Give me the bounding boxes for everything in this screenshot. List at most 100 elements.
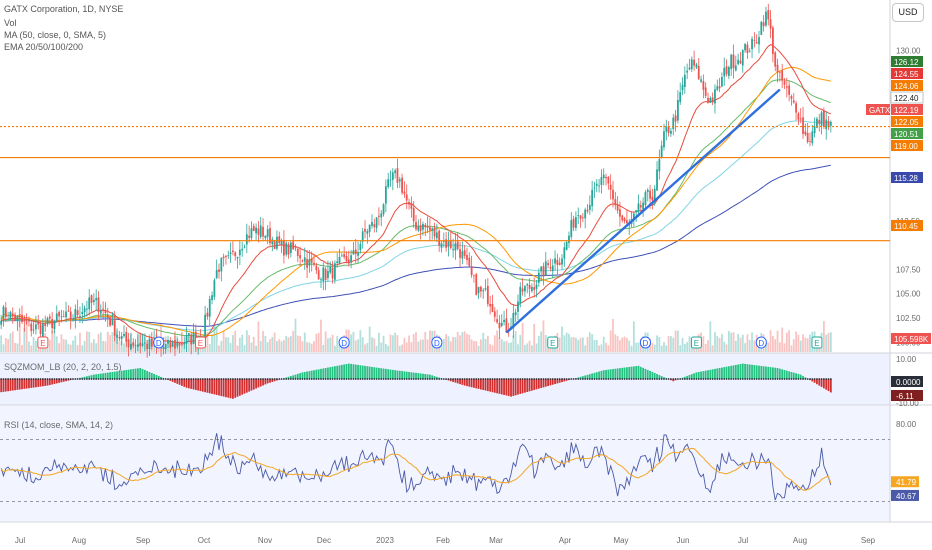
- volume-bar: [16, 343, 19, 352]
- sqz-bg: [0, 353, 890, 405]
- candle-body: [602, 174, 605, 179]
- sqz-bar: [273, 379, 276, 382]
- candle-body: [72, 318, 74, 320]
- price-label[interactable]: 110.45: [891, 220, 923, 231]
- sqz-dot: [30, 378, 33, 380]
- sqz-bar: [315, 369, 318, 379]
- dividend-marker[interactable]: D: [153, 336, 165, 349]
- candle-body: [345, 255, 348, 262]
- candle-body: [760, 21, 763, 35]
- volume-bar: [827, 332, 830, 352]
- sqz-dot: [795, 378, 797, 380]
- candle-body: [183, 342, 186, 345]
- price-label[interactable]: 119.00: [891, 140, 923, 151]
- candle-body: [39, 324, 42, 335]
- volume-bar: [123, 343, 125, 352]
- candle-body: [514, 312, 517, 315]
- sqz-bar: [174, 379, 176, 383]
- candle-body: [245, 234, 248, 245]
- sqz-dot: [734, 378, 737, 380]
- candle-body: [524, 286, 526, 292]
- dividend-marker[interactable]: D: [338, 336, 350, 349]
- earnings-marker[interactable]: E: [37, 336, 49, 349]
- candle-body: [150, 338, 153, 347]
- volume-bar: [484, 338, 487, 352]
- volume-bar: [382, 335, 385, 352]
- candle-body: [324, 268, 327, 280]
- sqz-dot: [178, 378, 181, 380]
- sqz-bar: [772, 367, 774, 379]
- sqz-value-bg: [891, 376, 923, 387]
- sqz-bar: [0, 379, 3, 393]
- candle-body: [491, 303, 494, 312]
- candle-body: [102, 308, 105, 310]
- rsi-legend[interactable]: RSI (14, close, SMA, 14, 2): [4, 420, 114, 430]
- price-axis[interactable]: 130.00127.50112.50107.50105.00102.50100.…: [866, 47, 931, 501]
- sqz-bar: [336, 365, 339, 379]
- candle-body: [167, 339, 169, 344]
- volume-bar: [51, 330, 54, 352]
- volume-bar: [398, 345, 401, 352]
- volume-bar: [440, 343, 443, 352]
- price-label[interactable]: 122.40: [890, 91, 924, 104]
- candle-body: [549, 267, 552, 269]
- candle-body: [37, 322, 40, 325]
- dividend-marker[interactable]: D: [639, 336, 651, 349]
- volume-bar: [737, 333, 740, 352]
- volume-bar: [500, 339, 503, 352]
- time-axis[interactable]: Jul Aug Sep Oct Nov Dec 2023 Feb Mar Apr May Jun Jul…: [15, 536, 876, 545]
- volume-bar: [533, 323, 536, 352]
- price-label[interactable]: 124.06: [891, 80, 923, 91]
- price-label[interactable]: 115.28: [891, 172, 923, 183]
- price-label[interactable]: 122.05: [891, 116, 923, 127]
- ema-legend[interactable]: EMA 20/50/100/200: [4, 42, 84, 52]
- sqz-dot: [44, 378, 47, 380]
- sqz-dot: [232, 378, 234, 380]
- sqz-bar: [435, 376, 438, 379]
- price-label[interactable]: 124.55: [891, 68, 923, 79]
- candles[interactable]: [0, 3, 832, 358]
- candle-body: [535, 284, 538, 289]
- earnings-marker[interactable]: E: [811, 336, 823, 349]
- volume-bar: [577, 339, 580, 352]
- sqz-bar: [266, 379, 269, 384]
- volume-legend[interactable]: Vol: [4, 18, 17, 28]
- ma-legend[interactable]: MA (50, close, 0, SMA, 5): [4, 30, 107, 40]
- price-label[interactable]: 126.12: [891, 56, 923, 67]
- volume-bar: [424, 331, 427, 352]
- sqz-bar: [28, 379, 30, 389]
- sqz-bar: [686, 375, 689, 379]
- price-tick-label: 102.50: [896, 314, 921, 323]
- sqz-dot: [753, 378, 756, 380]
- price-label[interactable]: 120.51: [891, 128, 923, 139]
- dividend-marker[interactable]: D: [431, 336, 443, 349]
- sqz-dot: [262, 378, 264, 380]
- earnings-marker[interactable]: E: [547, 336, 559, 349]
- volume-bar: [704, 343, 707, 352]
- symbol-title[interactable]: GATX Corporation, 1D, NYSE: [4, 4, 124, 14]
- sqz-dot: [387, 378, 390, 380]
- sqz-dot: [700, 378, 702, 380]
- sqz-bar: [588, 374, 591, 379]
- symbol-badge[interactable]: GATX: [866, 104, 891, 115]
- dividend-marker[interactable]: D: [755, 336, 767, 349]
- sqz-dot: [683, 378, 686, 380]
- volume-bar: [271, 336, 274, 352]
- sqz-bar: [357, 364, 359, 379]
- candle-body: [605, 176, 607, 179]
- earnings-marker[interactable]: E: [194, 336, 206, 349]
- volume-bar: [570, 337, 573, 352]
- sqzmom-legend[interactable]: SQZMOM_LB (20, 2, 20, 1.5): [4, 362, 122, 372]
- currency-button[interactable]: USD: [892, 3, 924, 22]
- candle-body: [373, 224, 376, 227]
- sqz-bar: [609, 369, 612, 379]
- volume-bar: [507, 342, 510, 352]
- sqz-bar: [403, 371, 406, 379]
- price-label[interactable]: 105.598K: [891, 333, 931, 344]
- earnings-marker[interactable]: E: [690, 336, 702, 349]
- price-label[interactable]: 122.19: [891, 104, 923, 115]
- sqz-bar: [213, 379, 216, 395]
- sqz-dot: [714, 378, 716, 380]
